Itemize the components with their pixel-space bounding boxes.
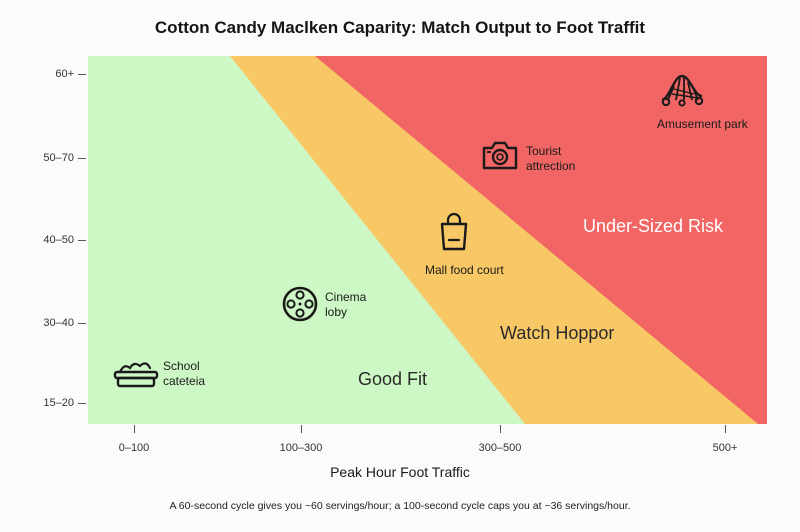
camera-icon — [482, 141, 518, 170]
x-tick-label: 0–100 — [118, 442, 150, 454]
y-tick-mark — [78, 158, 86, 159]
x-tick-mark — [500, 425, 501, 433]
venue-line: Tourist — [526, 144, 562, 158]
venue-label-amusement: Amusement park — [657, 117, 748, 131]
venue-line: School — [163, 359, 200, 373]
y-tick-mark — [78, 403, 86, 404]
y-tick-mark — [78, 323, 86, 324]
under-sized-risk-zone — [315, 56, 767, 424]
under-sized-risk-label: Under-Sized Risk — [583, 216, 724, 236]
y-tick-label: 15–20 — [43, 397, 74, 409]
y-tick-label: 30–40 — [43, 317, 74, 329]
venue-line: loby — [325, 305, 348, 319]
x-tick-mark — [301, 425, 302, 433]
venue-label-mall: Mall food court — [425, 263, 504, 277]
venue-label-tourist: Tourist attrection — [526, 144, 575, 174]
y-tick-label: 40–50 — [43, 234, 74, 246]
venue-label-cinema: Cinema loby — [325, 290, 366, 320]
x-tick-mark — [134, 425, 135, 433]
film-reel-icon — [282, 286, 318, 322]
roller-coaster-icon — [661, 74, 704, 107]
venue-line: attrection — [526, 159, 576, 173]
venue-line: Cinema — [325, 290, 367, 304]
x-axis-label: Peak Hour Foot Traffic — [330, 464, 470, 480]
zone-background — [88, 56, 767, 424]
x-tick-mark — [725, 425, 726, 433]
good-fit-label: Good Fit — [358, 369, 428, 389]
y-tick-mark — [78, 74, 86, 75]
y-tick-label: 50–70 — [43, 152, 74, 164]
y-tick-mark — [78, 240, 86, 241]
venue-line: cateteia — [163, 374, 206, 388]
shopping-bag-icon — [440, 212, 468, 251]
watch-hopper-label: Watch Hoppor — [500, 323, 615, 343]
chart-title: Cotton Candy Maclken Caparity: Match Out… — [154, 18, 646, 37]
x-tick-label: 100–300 — [279, 442, 323, 454]
venue-label-school: School cateteia — [163, 359, 205, 389]
footnote: A 60-second cycle gives you ~60 servings… — [169, 500, 631, 512]
y-tick-label: 60+ — [55, 68, 74, 80]
food-tray-icon — [113, 362, 159, 388]
plot-area — [88, 56, 767, 424]
x-tick-label: 500+ — [712, 442, 738, 454]
x-tick-label: 300–500 — [478, 442, 522, 454]
